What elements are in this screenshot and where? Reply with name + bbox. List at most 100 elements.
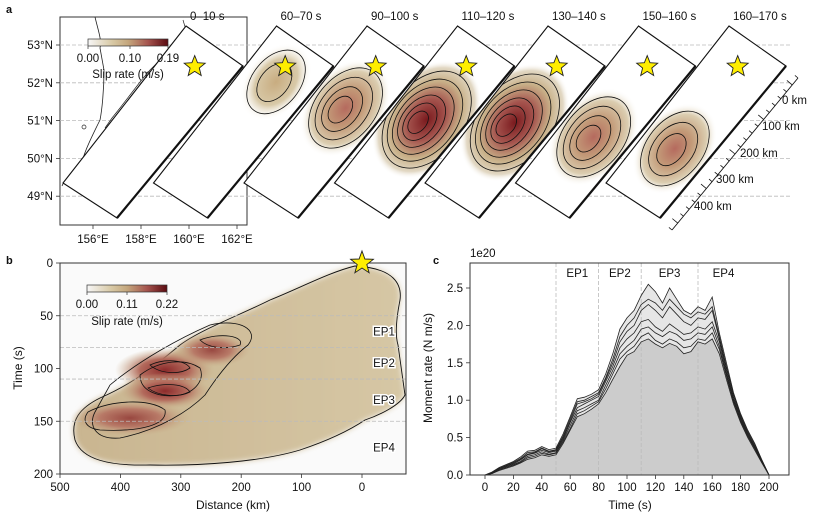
- scale-tick: [786, 80, 793, 86]
- scale-tick: [771, 102, 776, 106]
- panel-b-xtick: 300: [171, 482, 190, 494]
- panel-c-ytick: 2.5: [447, 283, 463, 295]
- slip-contour: [485, 97, 535, 151]
- snapshot-panel: 90–100 s: [243, 11, 425, 219]
- slip-contour: [397, 94, 446, 148]
- slip-contour: [327, 95, 354, 124]
- lon-tick-label: 158°E: [125, 234, 157, 246]
- panel-c: 0 20 40 60 80 100 120 140 160 180 200 0.0 0.5 1.0 1.5…: [421, 262, 790, 512]
- moment-rate-line: [484, 318, 770, 476]
- panel-c-xtick: 100: [617, 482, 636, 494]
- snapshot-time-label: 0–10 s: [190, 11, 225, 23]
- snapshot-panel: 160–170 s: [605, 11, 787, 219]
- panel-b-ytick: 150: [34, 416, 53, 428]
- snapshot-time-label: 150–160 s: [643, 11, 697, 23]
- snapshot-time-label: 130–140 s: [552, 11, 606, 23]
- slip-contour: [246, 49, 306, 115]
- panel-c-ytick: 0.0: [447, 470, 463, 482]
- slip-contour: [556, 96, 632, 178]
- panel-c-ytick: 2.0: [447, 320, 463, 332]
- colorbar-a-label: Slip rate (m/s): [92, 69, 164, 81]
- panel-c-xlabel: Time (s): [608, 498, 652, 512]
- lon-tick-label: 160°E: [173, 234, 205, 246]
- panel-b-xtick: 100: [292, 482, 311, 494]
- panel-c-xtick: 40: [535, 482, 548, 494]
- slip-rate-heatmap: [70, 265, 406, 466]
- slip-patch: [632, 103, 718, 195]
- lat-tick-label: 51°N: [27, 116, 53, 128]
- panel-c-xtick: 20: [507, 482, 520, 494]
- fault-trench-edge: [387, 65, 516, 219]
- scale-tick: [729, 149, 736, 155]
- scale-tick: [672, 218, 678, 224]
- panel-b-xtick: 500: [50, 482, 69, 494]
- slip-contour: [575, 124, 602, 153]
- panel-c-xtick: 160: [703, 482, 722, 494]
- lon-tick-label: 156°E: [77, 234, 109, 246]
- scale-tick: [737, 144, 741, 148]
- moment-rate-line: [484, 338, 770, 476]
- epoch-label: EP2: [373, 358, 395, 370]
- epoch-label: EP3: [373, 395, 395, 407]
- panel-c-ytick: 1.5: [447, 358, 463, 370]
- slip-contour: [475, 81, 552, 165]
- colorbar-b-tick: 0.00: [76, 299, 98, 311]
- moment-rate-line: [484, 332, 770, 476]
- moment-rate-line: [484, 303, 770, 476]
- slip-region-ep2: [174, 333, 250, 367]
- scale-tick: [685, 206, 690, 210]
- scale-tick: [743, 137, 747, 141]
- panel-c-ytick: 0.5: [447, 433, 463, 445]
- panel-b-xtick: 400: [111, 482, 130, 494]
- slip-contour: [391, 86, 455, 155]
- colorbar-b-tick: 0.11: [116, 299, 138, 311]
- colorbar-a-tick: 0.00: [77, 53, 99, 65]
- fault-trench-edge: [116, 65, 244, 219]
- panel-c-ytick: 1.0: [447, 395, 463, 407]
- panel-b-ytick: 200: [34, 469, 53, 481]
- epicenter-star-icon: [454, 54, 478, 77]
- distance-scale-label: 200 km: [740, 148, 778, 160]
- scale-tick: [757, 114, 764, 120]
- epoch-label: EP4: [373, 443, 395, 455]
- moment-rate-line: [484, 283, 770, 476]
- slip-contour: [314, 76, 373, 141]
- epicenter-star-icon: [635, 54, 659, 77]
- scale-tick: [748, 130, 753, 134]
- distance-scale-label: 0 km: [782, 95, 807, 107]
- panel-c-exponent: 1e20: [470, 248, 496, 260]
- lon-tick-label: 162°E: [221, 234, 253, 246]
- scale-tick: [714, 171, 719, 176]
- snapshot-panel: 150–160 s: [514, 11, 697, 219]
- scale-tick: [754, 123, 759, 127]
- scale-tick: [794, 75, 799, 79]
- panel-b: 500 400 300 200 100 0 0 50 100 150 200 EP1 EP2 EP3 E…: [11, 249, 407, 512]
- panel-c-xtick: 80: [592, 482, 605, 494]
- scale-tick: [777, 95, 782, 100]
- scale-tick: [680, 213, 684, 217]
- panel-c-xtick: 120: [646, 482, 665, 494]
- scale-tick: [725, 158, 730, 162]
- panel-b-xlabel: Distance (km): [196, 498, 270, 512]
- slip-contour: [640, 110, 710, 187]
- epicenter-star-icon: [364, 54, 388, 77]
- panel-c-xtick: 180: [731, 482, 750, 494]
- distance-scale-label: 100 km: [762, 121, 800, 133]
- panel-c-frame: [469, 262, 790, 476]
- fault-trench-edge: [568, 65, 697, 219]
- panel-b-ytick: 0: [47, 258, 53, 270]
- epoch-label: EP2: [609, 268, 631, 280]
- slip-contour: [402, 102, 438, 141]
- lat-tick-label: 52°N: [27, 78, 53, 90]
- fault-trench-edge: [659, 65, 787, 219]
- panel-a-label: a: [6, 4, 13, 16]
- scale-tick: [783, 88, 787, 93]
- epicenter-star-icon: [273, 54, 297, 77]
- panel-c-label: c: [433, 255, 439, 267]
- epicenter-star-icon: [545, 54, 569, 77]
- colorbar-a-tick: 0.19: [157, 53, 179, 65]
- slip-contour: [480, 89, 543, 158]
- panel-a: 0–10 s 60–70 s 90–100 s 110–120 s 130–140 s 1…: [27, 11, 807, 246]
- scale-tick: [766, 109, 770, 113]
